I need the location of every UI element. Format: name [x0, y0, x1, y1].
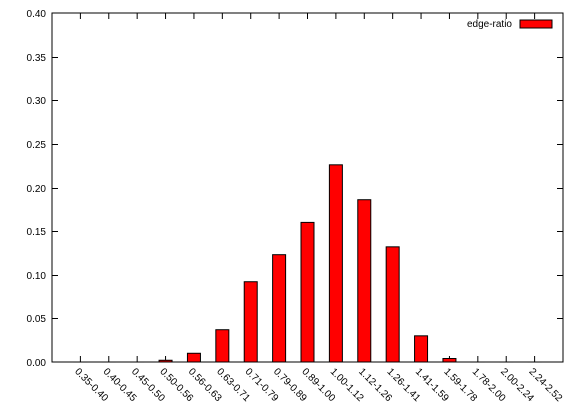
y-tick-label: 0.05: [27, 314, 47, 325]
legend-label: edge-ratio: [467, 19, 512, 30]
legend: edge-ratio: [467, 19, 553, 30]
legend-swatch: [519, 19, 553, 29]
y-tick-label: 0.20: [27, 184, 47, 195]
bar-series-edge-ratio: [73, 164, 542, 363]
bar: [158, 359, 173, 363]
x-axis: 0.35-0.400.40-0.450.45-0.500.50-0.560.56…: [72, 13, 564, 404]
y-tick-label: 0.25: [27, 140, 47, 151]
bar: [414, 335, 429, 363]
bar: [385, 246, 400, 363]
y-axis: 0.00 0.05 0.10 0.15 0.20 0.25 0.30 0.35 0.40: [27, 9, 563, 369]
bar: [243, 281, 258, 363]
bar: [357, 199, 372, 363]
bar: [186, 352, 201, 363]
bar: [272, 254, 287, 363]
y-tick-label: 0.00: [27, 358, 47, 369]
y-tick-label: 0.15: [27, 227, 47, 238]
y-tick-label: 0.40: [27, 9, 47, 20]
y-tick-label: 0.30: [27, 96, 47, 107]
bar: [215, 329, 230, 363]
bar: [300, 221, 315, 363]
y-tick-label: 0.35: [27, 53, 47, 64]
bar: [328, 164, 343, 363]
bar: [442, 358, 457, 363]
y-tick-label: 0.10: [27, 271, 47, 282]
